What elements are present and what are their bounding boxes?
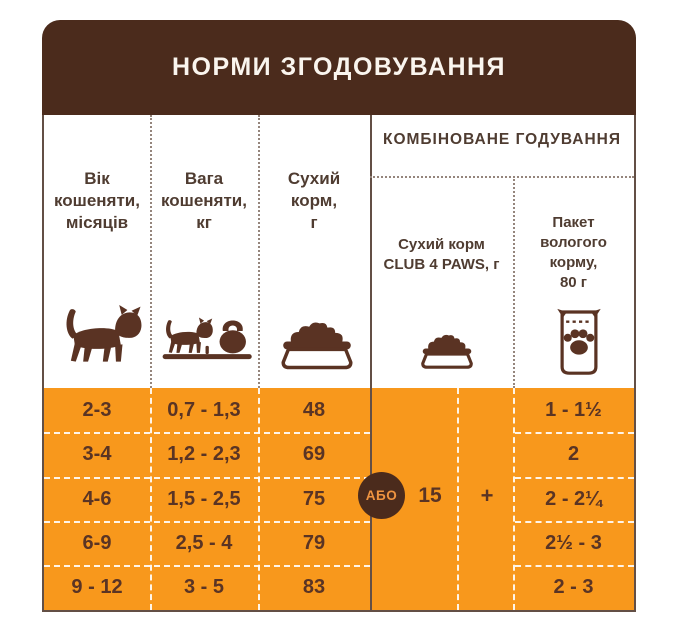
row-divider	[515, 477, 634, 479]
row-divider	[44, 477, 370, 479]
combined-wet-column-header: Пакет вологого корму, 80 г	[540, 214, 607, 291]
table-body: Вік кошеняти, місяців Вага кошеняти, кг …	[42, 115, 636, 612]
table-title: НОРМИ ЗГОДОВУВАННЯ	[171, 53, 507, 81]
combined-dry-column-header: Сухий корм CLUB 4 PAWS, г	[383, 236, 500, 273]
row-divider	[515, 521, 634, 523]
age-cell: 6-9	[82, 531, 112, 554]
wet-food-cell: 2½ - 3	[545, 531, 602, 554]
dry-food-cell: 79	[302, 531, 326, 554]
cat-icon	[61, 303, 143, 371]
data-zone-background	[44, 388, 634, 610]
wet-food-cell: 2	[567, 443, 580, 466]
wet-food-column-values: 1 - 1½ 2 2 - 2¼ 2½ - 3 2 - 3	[513, 388, 634, 610]
small-food-bowl-icon	[419, 332, 475, 370]
or-badge-label: АБО	[365, 488, 398, 503]
dry-food-cell: 48	[302, 398, 326, 421]
club4paws-dry-value: 15	[418, 484, 442, 507]
weight-cell: 1,2 - 2,3	[167, 443, 241, 466]
column-divider	[150, 388, 152, 610]
dry-food-cell: 75	[302, 487, 326, 510]
wet-food-cell: 2 - 2¼	[545, 487, 602, 510]
wet-food-cell: 1 - 1½	[545, 398, 602, 421]
column-divider	[258, 115, 260, 388]
wet-food-pouch-icon	[551, 304, 607, 378]
dry-food-column-values: 48 69 75 79 83	[258, 388, 370, 610]
or-badge: АБО	[358, 472, 405, 519]
column-divider	[513, 176, 515, 388]
wet-food-cell: 2 - 3	[553, 576, 594, 599]
column-divider	[457, 388, 459, 610]
row-divider	[44, 521, 370, 523]
age-column-header: Вік кошеняти, місяців	[54, 169, 140, 232]
column-divider	[258, 388, 260, 610]
combined-header-divider	[370, 176, 634, 178]
age-cell: 4-6	[82, 487, 112, 510]
row-divider	[44, 565, 370, 567]
age-cell: 3-4	[82, 443, 112, 466]
dry-food-cell: 69	[302, 443, 326, 466]
column-divider	[513, 388, 515, 610]
table-title-bar: НОРМИ ЗГОДОВУВАННЯ	[42, 20, 636, 115]
dry-food-cell: 83	[302, 576, 326, 599]
row-divider	[515, 565, 634, 567]
weight-cell: 1,5 - 2,5	[167, 487, 241, 510]
age-column-values: 2-3 3-4 4-6 6-9 9 - 12	[44, 388, 150, 610]
weight-column-header: Вага кошеняти, кг	[161, 169, 247, 232]
weight-cell: 0,7 - 1,3	[167, 398, 241, 421]
section-divider	[370, 115, 372, 610]
weight-cell: 3 - 5	[183, 576, 225, 599]
food-bowl-icon	[278, 319, 356, 371]
column-divider	[150, 115, 152, 388]
combined-feeding-header: КОМБІНОВАНЕ ГОДУВАННЯ	[382, 131, 622, 148]
age-cell: 9 - 12	[71, 576, 123, 599]
row-divider	[515, 432, 634, 434]
age-cell: 2-3	[82, 398, 112, 421]
plus-sign: +	[480, 483, 494, 508]
weight-cell: 2,5 - 4	[175, 531, 233, 554]
dry-food-column-header: Сухий корм, г	[287, 169, 341, 232]
feeding-norms-table: НОРМИ ЗГОДОВУВАННЯ Вік ко	[42, 20, 636, 612]
weight-column-values: 0,7 - 1,3 1,2 - 2,3 1,5 - 2,5 2,5 - 4 3 …	[150, 388, 258, 610]
cat-weight-scale-icon	[162, 303, 254, 369]
row-divider	[44, 432, 370, 434]
